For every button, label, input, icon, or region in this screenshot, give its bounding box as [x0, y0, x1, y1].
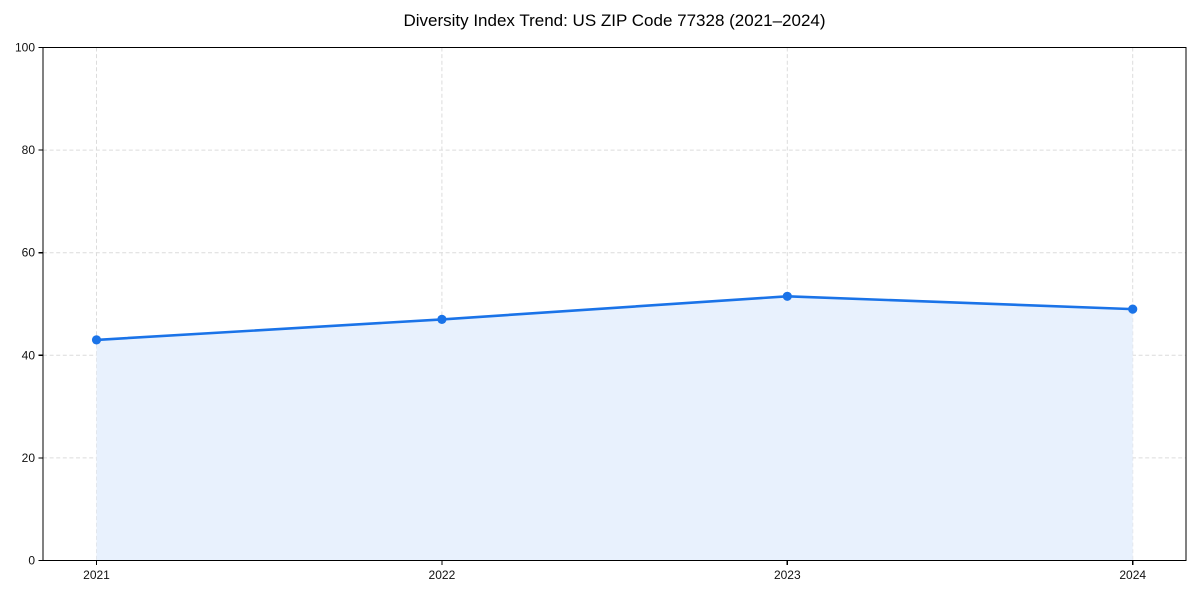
y-tick-label: 0 [28, 554, 35, 568]
area-fill [96, 296, 1133, 561]
data-point-2024 [1128, 304, 1138, 314]
y-tick-label: 60 [22, 246, 36, 260]
x-tick-label: 2022 [429, 568, 456, 582]
y-tick-label: 20 [22, 451, 36, 465]
y-tick-label: 80 [22, 143, 36, 157]
plot-frame [42, 46, 1187, 562]
x-tick-label: 2023 [774, 568, 801, 582]
data-point-2023 [782, 291, 792, 301]
data-point-2022 [437, 314, 447, 324]
data-points [91, 291, 1138, 345]
chart-title: Diversity Index Trend: US ZIP Code 77328… [403, 11, 826, 30]
y-tick-label: 100 [15, 41, 35, 55]
tick-labels: 0 20 40 60 80 100 2021 2022 2023 2024 [15, 41, 1146, 583]
x-tick-label: 2021 [83, 568, 110, 582]
x-tick-label: 2024 [1119, 568, 1146, 582]
y-tick-label: 40 [22, 348, 36, 362]
trend-line [95, 295, 1134, 342]
data-point-2021 [91, 335, 102, 345]
tick-marks [38, 46, 1134, 565]
